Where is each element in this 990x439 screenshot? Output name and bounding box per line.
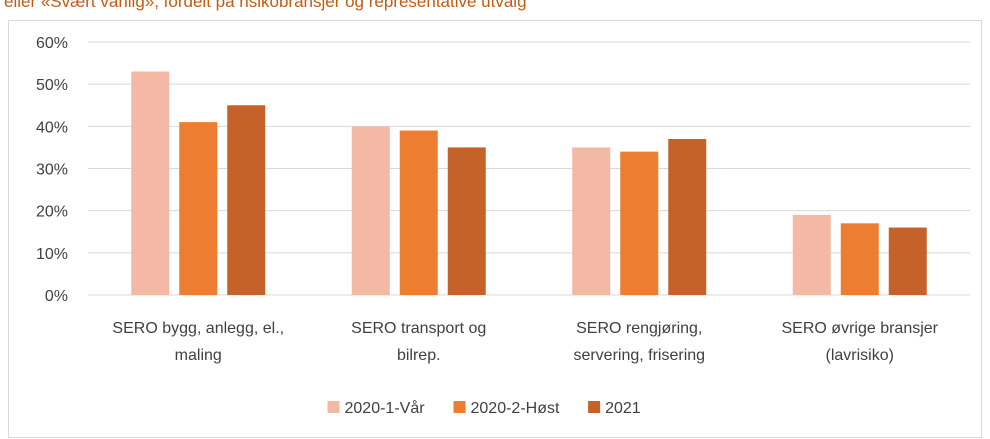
y-tick-label: 50% xyxy=(36,77,68,94)
legend-label: 2021 xyxy=(605,400,641,417)
bar xyxy=(572,147,611,295)
y-tick-label: 0% xyxy=(45,288,68,305)
bar xyxy=(447,147,486,295)
x-tick-label: (lavrisiko) xyxy=(826,347,894,364)
chart-title: eller «Svært vanlig», fordelt på risikob… xyxy=(4,0,527,11)
legend-swatch xyxy=(453,401,466,413)
x-tick-label: maling xyxy=(175,347,222,364)
y-tick-label: 40% xyxy=(36,119,68,136)
bar xyxy=(792,214,831,295)
x-tick-label: SERO transport og xyxy=(351,320,486,337)
bar xyxy=(620,151,659,295)
legend-swatch xyxy=(327,401,340,413)
y-tick-label: 10% xyxy=(36,246,68,263)
x-tick-label: bilrep. xyxy=(397,347,441,364)
y-tick-label: 20% xyxy=(36,204,68,221)
bar xyxy=(840,223,879,295)
bar xyxy=(227,105,266,295)
x-tick-label: servering, frisering xyxy=(573,347,705,364)
y-tick-label: 60% xyxy=(36,35,68,52)
bar xyxy=(399,130,438,295)
x-tick-label: SERO bygg, anlegg, el., xyxy=(112,320,284,337)
bar xyxy=(179,122,218,295)
x-tick-label: SERO øvrige bransjer xyxy=(782,320,939,337)
legend-label: 2020-1-Vår xyxy=(345,399,426,417)
y-tick-label: 30% xyxy=(36,162,68,179)
bar xyxy=(668,138,707,295)
bar xyxy=(131,71,170,296)
x-tick-label: SERO rengjøring, xyxy=(576,320,702,337)
bar xyxy=(888,227,927,295)
legend-swatch xyxy=(588,401,601,413)
legend-label: 2020-2-Høst xyxy=(471,400,560,417)
bar xyxy=(351,126,390,295)
